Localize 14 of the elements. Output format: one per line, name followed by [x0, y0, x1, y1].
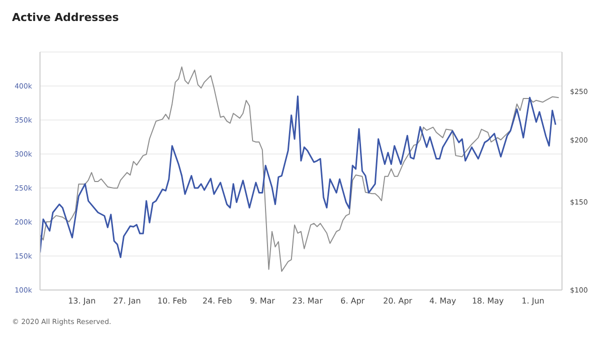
- x-tick-label: 18. May: [472, 296, 504, 306]
- x-tick-label: 6. Apr: [340, 296, 366, 306]
- x-tick-label: 4. May: [429, 296, 456, 306]
- x-tick-label: 1. Jun: [522, 296, 544, 306]
- chart-title: Active Addresses: [12, 11, 119, 24]
- x-tick-label: 9. Mar: [250, 296, 276, 306]
- x-tick-label: 20. Apr: [383, 296, 413, 306]
- line-series: [40, 95, 556, 258]
- x-tick-label: 23. Mar: [292, 296, 324, 306]
- x-tick-label: 13. Jan: [68, 296, 96, 306]
- x-tick-label: 10. Feb: [157, 296, 187, 306]
- x-tick-label: 24. Feb: [202, 296, 232, 306]
- x-tick-label: 27. Jan: [113, 296, 141, 306]
- line-series: [40, 66, 560, 272]
